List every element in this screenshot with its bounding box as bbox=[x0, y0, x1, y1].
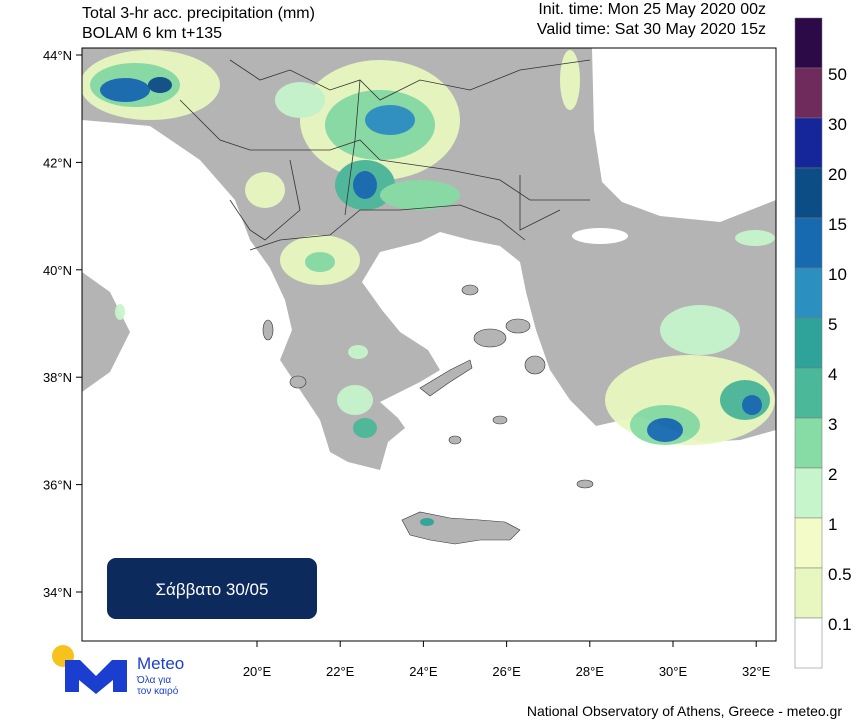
island bbox=[289, 375, 307, 389]
colorbar-segment bbox=[794, 317, 823, 369]
colorbar-segment bbox=[794, 417, 823, 469]
colorbar-label: 0.5 bbox=[828, 565, 852, 584]
colorbar-label: 1 bbox=[828, 515, 837, 534]
sea bbox=[82, 120, 776, 641]
colorbar-label: 5 bbox=[828, 315, 837, 334]
borders bbox=[179, 59, 591, 251]
colorbar-label: 0.1 bbox=[828, 615, 852, 634]
colorbar-label: 4 bbox=[828, 365, 837, 384]
logo-slogan: τον καιρό bbox=[137, 685, 179, 697]
colorbar-segment bbox=[794, 217, 823, 269]
island bbox=[419, 359, 473, 397]
title: Total 3-hr acc. precipitation (mm) bbox=[82, 5, 315, 22]
lon-label: 26°E bbox=[492, 664, 521, 679]
precipitation bbox=[82, 50, 775, 526]
logo-slogan: Όλα για bbox=[136, 675, 171, 686]
date-text: Σάββατο 30/05 bbox=[156, 580, 269, 599]
logo-name: Meteo bbox=[137, 654, 184, 673]
map-frame bbox=[81, 47, 777, 642]
colorbar-label: 20 bbox=[828, 165, 847, 184]
colorbar-label: 3 bbox=[828, 415, 837, 434]
lat-label: 40°N bbox=[43, 263, 72, 278]
lat-label: 44°N bbox=[43, 48, 72, 63]
colorbar-segment bbox=[794, 267, 823, 319]
colorbar-segment bbox=[794, 67, 823, 119]
island bbox=[492, 415, 508, 425]
colorbar-segment bbox=[794, 467, 823, 519]
colorbar-label: 30 bbox=[828, 115, 847, 134]
init-time: Init. time: Mon 25 May 2020 00z bbox=[538, 1, 766, 18]
island bbox=[262, 319, 274, 341]
logo-mark bbox=[65, 660, 127, 694]
lon-label: 20°E bbox=[243, 664, 272, 679]
valid-time: Valid time: Sat 30 May 2020 15z bbox=[537, 21, 766, 38]
colorbar-segment bbox=[794, 517, 823, 569]
footer: National Observatory of Athens, Greece -… bbox=[527, 703, 842, 719]
lon-label: 28°E bbox=[576, 664, 605, 679]
colorbar-label: 10 bbox=[828, 265, 847, 284]
island bbox=[524, 355, 546, 375]
island bbox=[448, 435, 462, 445]
date-box bbox=[105, 556, 319, 621]
colorbar-segment bbox=[794, 367, 823, 419]
island bbox=[576, 479, 594, 489]
colorbar-label: 2 bbox=[828, 465, 837, 484]
colorbar-segment bbox=[794, 167, 823, 219]
lat-label: 34°N bbox=[43, 585, 72, 600]
sea bbox=[572, 228, 628, 244]
sea bbox=[592, 48, 776, 222]
map bbox=[82, 48, 776, 641]
island bbox=[505, 318, 531, 334]
lat-label: 38°N bbox=[43, 370, 72, 385]
lat-label: 36°N bbox=[43, 478, 72, 493]
colorbar-label: 15 bbox=[828, 215, 847, 234]
colorbar-label: 50 bbox=[828, 65, 847, 84]
lon-label: 24°E bbox=[409, 664, 438, 679]
colorbar-segment bbox=[794, 117, 823, 169]
lon-label: 30°E bbox=[659, 664, 688, 679]
lat-label: 42°N bbox=[43, 155, 72, 170]
colorbar-segment bbox=[794, 567, 823, 619]
model: BOLAM 6 km t+135 bbox=[82, 25, 222, 42]
colorbar-segment bbox=[794, 617, 823, 669]
colorbar-segment bbox=[794, 17, 823, 69]
lon-label: 22°E bbox=[326, 664, 355, 679]
island bbox=[461, 284, 479, 296]
lon-label: 32°E bbox=[742, 664, 771, 679]
island bbox=[473, 328, 507, 348]
